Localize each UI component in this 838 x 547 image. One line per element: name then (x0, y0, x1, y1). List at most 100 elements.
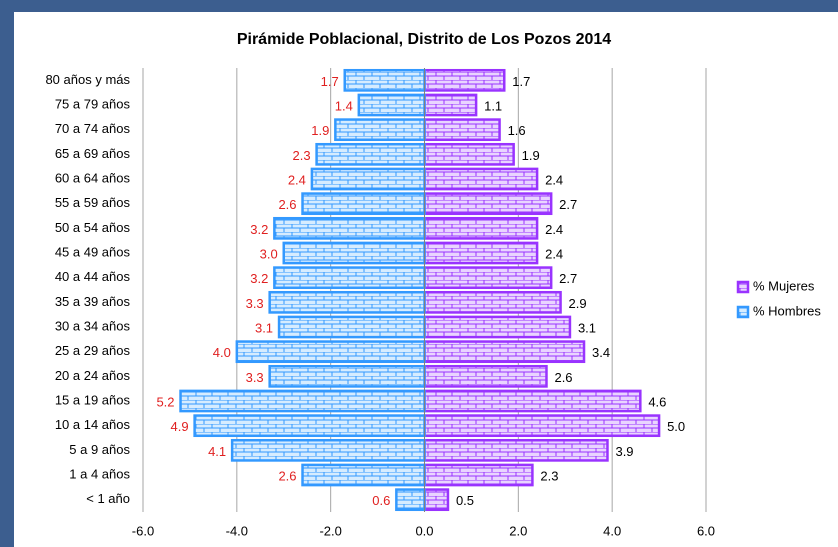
bar (315, 142, 426, 166)
x-tick-label: 6.0 (697, 523, 715, 538)
data-label: 5.2 (156, 394, 174, 409)
data-label: 3.3 (246, 370, 264, 385)
legend-label: % Hombres (753, 303, 821, 318)
x-tick-label: -2.0 (319, 523, 341, 538)
bar (277, 315, 426, 339)
data-label: 2.4 (545, 222, 563, 237)
data-label: 2.6 (278, 197, 296, 212)
data-label: 1.9 (522, 148, 540, 163)
bar (268, 290, 426, 314)
data-label: 1.7 (512, 74, 530, 89)
data-label: 1.6 (508, 123, 526, 138)
bar (423, 118, 501, 142)
bar (423, 93, 478, 117)
y-tick-label: 60 a 64 años (55, 170, 131, 185)
data-label: 2.6 (554, 370, 572, 385)
data-label: 3.2 (250, 222, 268, 237)
x-tick-label: 0.0 (415, 523, 433, 538)
bar (423, 142, 515, 166)
bar (423, 438, 609, 462)
bar (423, 167, 539, 191)
legend-swatch (736, 280, 750, 294)
bar (423, 216, 539, 240)
data-label: 4.9 (171, 419, 189, 434)
bar (343, 68, 426, 92)
data-label: 1.9 (311, 123, 329, 138)
y-tick-label: < 1 año (86, 491, 130, 506)
data-label: 1.7 (321, 74, 339, 89)
y-tick-label: 70 a 74 años (55, 121, 131, 136)
legend-swatch (736, 305, 750, 319)
bar (423, 192, 553, 216)
data-label: 2.4 (545, 246, 563, 261)
data-label: 3.2 (250, 271, 268, 286)
y-tick-label: 45 a 49 años (55, 244, 131, 259)
y-tick-label: 30 a 34 años (55, 318, 131, 333)
data-label: 3.3 (246, 296, 264, 311)
bar (268, 364, 426, 388)
data-label: 2.6 (278, 468, 296, 483)
data-label: 1.4 (335, 98, 353, 113)
y-tick-label: 65 a 69 años (55, 146, 131, 161)
y-tick-label: 80 años y más (45, 72, 130, 87)
data-label: 2.3 (293, 148, 311, 163)
data-label: 4.0 (213, 345, 231, 360)
bar (230, 438, 426, 462)
data-label: 3.0 (260, 246, 278, 261)
bar (301, 192, 426, 216)
data-label: 1.1 (484, 98, 502, 113)
data-label: 4.1 (208, 444, 226, 459)
bar (273, 216, 426, 240)
x-tick-label: -6.0 (132, 523, 154, 538)
data-label: 4.6 (648, 394, 666, 409)
data-label: 2.7 (559, 197, 577, 212)
bar (423, 414, 661, 438)
chart-title: Pirámide Poblacional, Distrito de Los Po… (237, 31, 611, 48)
data-label: 3.4 (592, 345, 610, 360)
x-tick-label: 4.0 (603, 523, 621, 538)
data-label: 3.1 (578, 320, 596, 335)
bar (423, 364, 548, 388)
y-tick-label: 50 a 54 años (55, 220, 131, 235)
y-tick-label: 20 a 24 años (55, 368, 131, 383)
bar (423, 241, 539, 265)
bar (423, 68, 506, 92)
bar (423, 340, 586, 364)
bar (423, 266, 553, 290)
y-tick-label: 75 a 79 años (55, 96, 131, 111)
x-tick-label: -4.0 (226, 523, 248, 538)
data-label: 2.4 (288, 172, 306, 187)
bar (235, 340, 426, 364)
bar (301, 463, 426, 487)
y-tick-label: 1 a 4 años (69, 466, 130, 481)
bar (273, 266, 426, 290)
bar (423, 315, 572, 339)
y-tick-label: 55 a 59 años (55, 195, 131, 210)
data-label: 5.0 (667, 419, 685, 434)
y-tick-label: 35 a 39 años (55, 294, 131, 309)
data-label: 0.6 (372, 493, 390, 508)
y-tick-label: 15 a 19 años (55, 392, 131, 407)
bar (423, 389, 642, 413)
bar (423, 290, 562, 314)
bar (334, 118, 426, 142)
bar (357, 93, 426, 117)
y-tick-label: 25 a 29 años (55, 343, 131, 358)
bar (395, 488, 426, 512)
bar (179, 389, 426, 413)
bar (423, 488, 450, 512)
bar (282, 241, 426, 265)
data-label: 2.7 (559, 271, 577, 286)
data-label: 0.5 (456, 493, 474, 508)
data-label: 2.4 (545, 172, 563, 187)
bar (193, 414, 426, 438)
bar (423, 463, 534, 487)
y-tick-label: 5 a 9 años (69, 442, 130, 457)
legend-label: % Mujeres (753, 278, 815, 293)
data-label: 2.9 (569, 296, 587, 311)
y-tick-label: 10 a 14 años (55, 417, 131, 432)
x-tick-label: 2.0 (509, 523, 527, 538)
data-label: 2.3 (540, 468, 558, 483)
bar (310, 167, 426, 191)
